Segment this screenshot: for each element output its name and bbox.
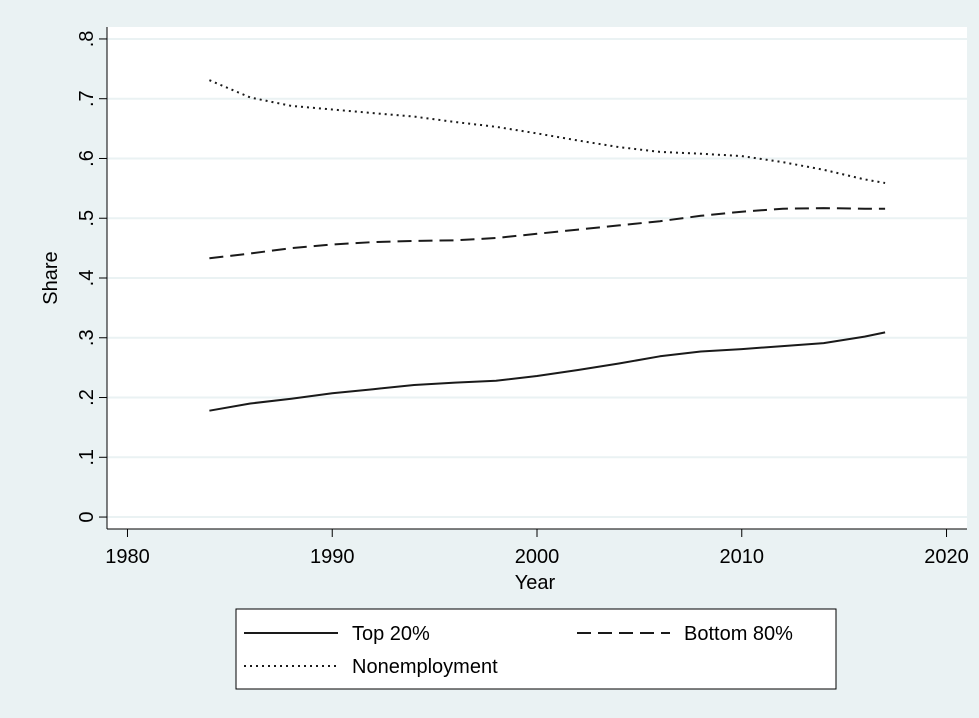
- legend-label-nonemployment: Nonemployment: [352, 656, 498, 678]
- x-tick-label: 1990: [310, 546, 355, 568]
- series-line-top-20: [209, 331, 886, 412]
- x-axis-ticks: 1980 1990 2000 2010 2020: [105, 529, 969, 568]
- y-tick-label: .5: [76, 210, 98, 227]
- legend-label-bottom-80: Bottom 80%: [684, 623, 793, 645]
- x-tick-label: 2000: [515, 546, 560, 568]
- series-lines: [209, 79, 886, 412]
- x-tick-label: 1980: [105, 546, 150, 568]
- x-axis-label: Year: [515, 572, 556, 594]
- y-tick-label: .6: [76, 150, 98, 167]
- y-tick-label: .7: [76, 90, 98, 107]
- y-axis-ticks: 0 .1 .2 .3 .4 .5 .6 .7 .8: [76, 31, 107, 523]
- y-tick-label: 0: [76, 511, 98, 522]
- y-tick-label: .2: [76, 389, 98, 406]
- x-tick-label: 2020: [924, 546, 969, 568]
- y-tick-label: .1: [76, 449, 98, 466]
- series-line-bottom-80: [209, 207, 886, 260]
- y-tick-label: .8: [76, 31, 98, 48]
- legend: Top 20% Bottom 80% Nonemployment: [235, 608, 837, 690]
- x-tick-label: 2010: [720, 546, 765, 568]
- legend-label-top-20: Top 20%: [352, 623, 430, 645]
- y-tick-label: .4: [76, 270, 98, 287]
- grid-lines: [107, 37, 967, 519]
- y-tick-label: .3: [76, 329, 98, 346]
- y-axis-label: Share: [40, 251, 62, 304]
- legend-box: [235, 608, 837, 690]
- series-line-nonemployment: [209, 79, 886, 184]
